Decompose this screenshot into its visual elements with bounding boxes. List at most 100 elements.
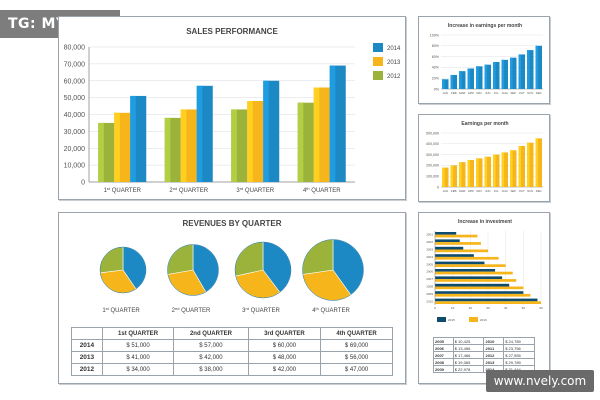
legend-swatch-2013 [373,57,383,66]
bar-highlight [493,154,496,187]
table-cell: $ 42,000 [173,351,249,364]
x-tick-label: MAY [476,91,482,95]
bar-highlight [510,57,513,89]
y-tick-label: 2007 [426,277,433,281]
bar-highlight [263,80,269,182]
x-tick-label: 10 [451,306,455,310]
bar-highlight [535,138,539,187]
bar [484,156,491,187]
hbar-2016 [435,279,517,282]
table-header-cell: 1st QUARTER [101,327,175,340]
y-tick-label: 2002 [426,240,433,244]
table-row: 2014 $ 51,000 $ 57,000 $ 60,000 $ 69,000 [71,339,393,352]
table-cell: $ 60,000 [247,339,322,352]
hbar-2015 [435,283,510,287]
table-cell: $ 69,000 [320,339,393,352]
bar [493,62,500,89]
bar-highlight [114,112,120,182]
chart-title: Increase in investment [458,219,512,225]
bar-highlight [484,64,488,89]
pie-slice-2012 [99,246,124,274]
pie-q2 [167,244,219,296]
x-tick-label: OCT [519,91,525,95]
table-cell: $ 48,000 [247,351,322,364]
bar [476,158,483,187]
table-row: 2006 $ 13,456 2011 $ 23,756 [433,344,535,352]
bar-highlight [329,65,336,182]
table-cell: $ 22,978 [452,365,485,373]
bar-highlight [535,45,539,89]
bar-highlight [518,145,522,187]
table-cell: $ 13,456 [452,344,485,352]
table-cell: 2013 [483,358,505,366]
watermark-site: www.nvely.com [486,370,594,392]
chart-title: REVENUES BY QUARTER [183,219,282,228]
x-tick-label: APR [468,189,474,193]
bar [459,162,466,187]
table-cell: 2006 [433,344,454,352]
x-tick-label: MAY [476,189,482,193]
table-cell: $ 42,000 [247,363,322,376]
x-tick-label: JUN [485,189,490,193]
bar-highlight [442,167,445,187]
x-tick-label: FEB [451,189,457,193]
bar-highlight [164,117,171,182]
bar-highlight [98,122,104,182]
x-tick-label: 40 [504,306,508,310]
y-tick-label: 2006 [426,270,433,274]
pie-outline [167,244,219,296]
table-header-row: 1st QUARTER 2nd QUARTER 3rd QUARTER 4th QUA… [71,327,393,340]
hbar-2015 [435,232,457,235]
table-row: 2008 $ 19,365 2013 $ 29,789 [433,358,535,366]
table-row: 2005 $ 10,425 2010 $ 24,789 [433,337,535,345]
sales-performance-chart: SALES PERFORMANCE 0 10,000 20,000 30,000 40,0… [64,27,401,194]
table-cell: 2014 [71,339,103,352]
hbar-2016 [435,242,481,245]
bar [535,138,542,187]
pie-slice-2012 [167,244,194,275]
pie-label: 1st QUARTER [102,306,140,314]
table-cell: 2005 [433,337,454,345]
x-tick-label: NOV [527,91,533,95]
earnings-increase-chart: Increase in earnings per month 0% 20% 40% 60… [430,23,543,95]
bar [535,45,542,89]
bar-highlight [467,68,471,89]
investment-chart: Increase in investment 0 10 20 30 40 50 60 2001 2… [426,219,543,322]
chart-title: SALES PERFORMANCE [186,27,278,36]
bar-highlight [450,74,454,89]
hbar-2015 [435,269,496,272]
legend-label: 2016 [480,318,487,322]
table-cell: $ 47,000 [320,363,393,376]
hbar-2015 [435,246,464,250]
bar [459,71,466,89]
bar-highlight [130,95,136,182]
bar [467,68,474,89]
hbar-2015 [435,254,474,257]
x-tick-label: JUL [494,189,499,193]
x-tick-label: FEB [451,91,457,95]
table-row: 2007 $ 17,466 2012 $ 27,555 [433,351,535,359]
x-tick-label: 3rd QUARTER [236,186,274,194]
x-tick-label: AUG [502,91,508,95]
chart-title: Earnings per month [461,121,508,127]
bar-highlight [450,165,454,187]
y-tick-label: 2001 [426,233,433,237]
bar [510,57,517,89]
pie-label: 3rd QUARTER [242,306,280,314]
y-tick-label: 100% [430,33,440,37]
bar-highlight [476,158,479,187]
bar [442,79,449,89]
y-tick-label: 80,000 [64,45,86,52]
table-cell: 2013 [71,351,103,364]
bar [518,145,525,187]
x-tick-label: 2nd QUARTER [169,186,208,194]
pie-q4 [302,239,364,301]
table-cell: $ 19,365 [452,358,485,366]
table-header-cell: 3rd QUARTER [247,327,322,340]
y-tick-label: 200,000 [426,164,439,168]
table-cell: 2010 [483,337,505,345]
y-tick-label: 40% [432,66,440,70]
table-cell: 2009 [433,365,454,373]
investment-panel: Increase in investment 0 10 20 30 40 50 60 2001 2… [418,212,550,384]
bar-highlight [459,162,462,187]
